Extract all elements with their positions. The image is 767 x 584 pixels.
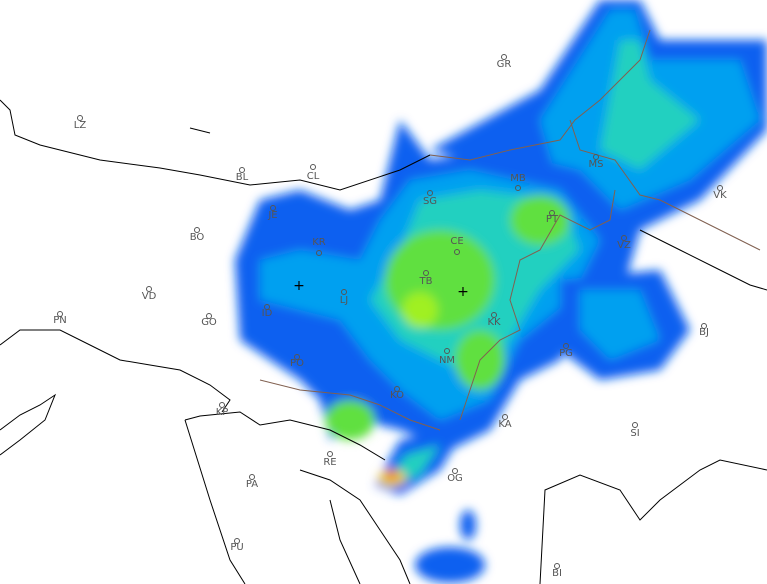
city-marker-icon bbox=[717, 185, 723, 191]
precipitation bbox=[235, 0, 767, 583]
city-marker-icon bbox=[593, 154, 599, 160]
city-label: VK bbox=[713, 190, 727, 201]
city-marker-icon bbox=[394, 386, 400, 392]
city-marker-icon bbox=[632, 422, 638, 428]
city-marker-icon bbox=[206, 313, 212, 319]
city-marker-icon bbox=[249, 474, 255, 480]
city-label: KP bbox=[215, 407, 229, 418]
city-marker-icon bbox=[452, 468, 458, 474]
country-borders bbox=[259, 29, 761, 431]
city-marker-icon bbox=[270, 205, 276, 211]
city-label: PN bbox=[53, 315, 67, 326]
city-label: SI bbox=[630, 428, 640, 439]
city-label: SG bbox=[422, 196, 438, 207]
city-label: OG bbox=[447, 473, 463, 484]
city-marker-icon bbox=[341, 289, 347, 295]
city-label: MB bbox=[510, 173, 526, 184]
city-marker-icon bbox=[239, 167, 245, 173]
city-label: JE bbox=[268, 210, 278, 221]
city-marker-icon bbox=[146, 286, 152, 292]
city-label: BJ bbox=[699, 327, 709, 338]
radar-site-east: + bbox=[457, 284, 469, 300]
city-label: BO bbox=[189, 232, 205, 243]
city-label: KK bbox=[487, 317, 501, 328]
city-marker-icon bbox=[294, 354, 300, 360]
city-marker-icon bbox=[77, 115, 83, 121]
city-label: PO bbox=[290, 358, 304, 369]
city-marker-icon bbox=[57, 311, 63, 317]
coastlines bbox=[0, 99, 767, 584]
city-label: CL bbox=[306, 171, 320, 182]
city-marker-icon bbox=[234, 538, 240, 544]
city-marker-icon bbox=[554, 563, 560, 569]
city-label: VZ bbox=[617, 240, 631, 251]
city-label: GR bbox=[496, 59, 512, 70]
city-marker-icon bbox=[502, 414, 508, 420]
city-label: CE bbox=[450, 236, 464, 247]
city-label: KR bbox=[312, 237, 326, 248]
city-marker-icon bbox=[454, 249, 460, 255]
city-label: NM bbox=[438, 355, 456, 366]
city-label: RE bbox=[323, 457, 337, 468]
radar-site-west: + bbox=[293, 278, 305, 294]
city-marker-icon bbox=[491, 312, 497, 318]
city-marker-icon bbox=[310, 164, 316, 170]
city-marker-icon bbox=[501, 54, 507, 60]
city-label: LJ bbox=[339, 295, 349, 306]
city-label: PU bbox=[230, 542, 244, 553]
city-marker-icon bbox=[563, 343, 569, 349]
city-marker-icon bbox=[423, 270, 429, 276]
city-marker-icon bbox=[194, 227, 200, 233]
city-label: PA bbox=[245, 479, 259, 490]
city-label: LZ bbox=[73, 120, 87, 131]
city-marker-icon bbox=[327, 451, 333, 457]
city-label: ID bbox=[261, 308, 273, 319]
city-label: KA bbox=[498, 419, 512, 430]
city-label: PG bbox=[559, 348, 573, 359]
city-marker-icon bbox=[621, 235, 627, 241]
city-label: MS bbox=[588, 159, 604, 170]
city-label: TB bbox=[419, 276, 433, 287]
city-marker-icon bbox=[444, 348, 450, 354]
city-marker-icon bbox=[264, 304, 270, 310]
city-label: VD bbox=[141, 291, 157, 302]
city-label: BI bbox=[552, 568, 562, 579]
city-label: KO bbox=[390, 390, 404, 401]
city-label: PT bbox=[545, 214, 559, 225]
city-marker-icon bbox=[549, 210, 555, 216]
city-marker-icon bbox=[515, 185, 521, 191]
city-label: BL bbox=[235, 172, 249, 183]
city-marker-icon bbox=[219, 402, 225, 408]
city-marker-icon bbox=[427, 190, 433, 196]
city-marker-icon bbox=[316, 250, 322, 256]
city-marker-icon bbox=[701, 323, 707, 329]
city-label: GO bbox=[201, 317, 217, 328]
